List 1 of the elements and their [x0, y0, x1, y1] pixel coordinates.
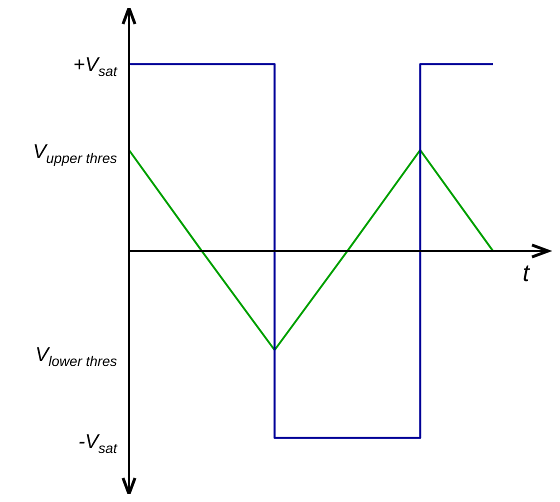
x-axis-title: t [522, 260, 531, 287]
